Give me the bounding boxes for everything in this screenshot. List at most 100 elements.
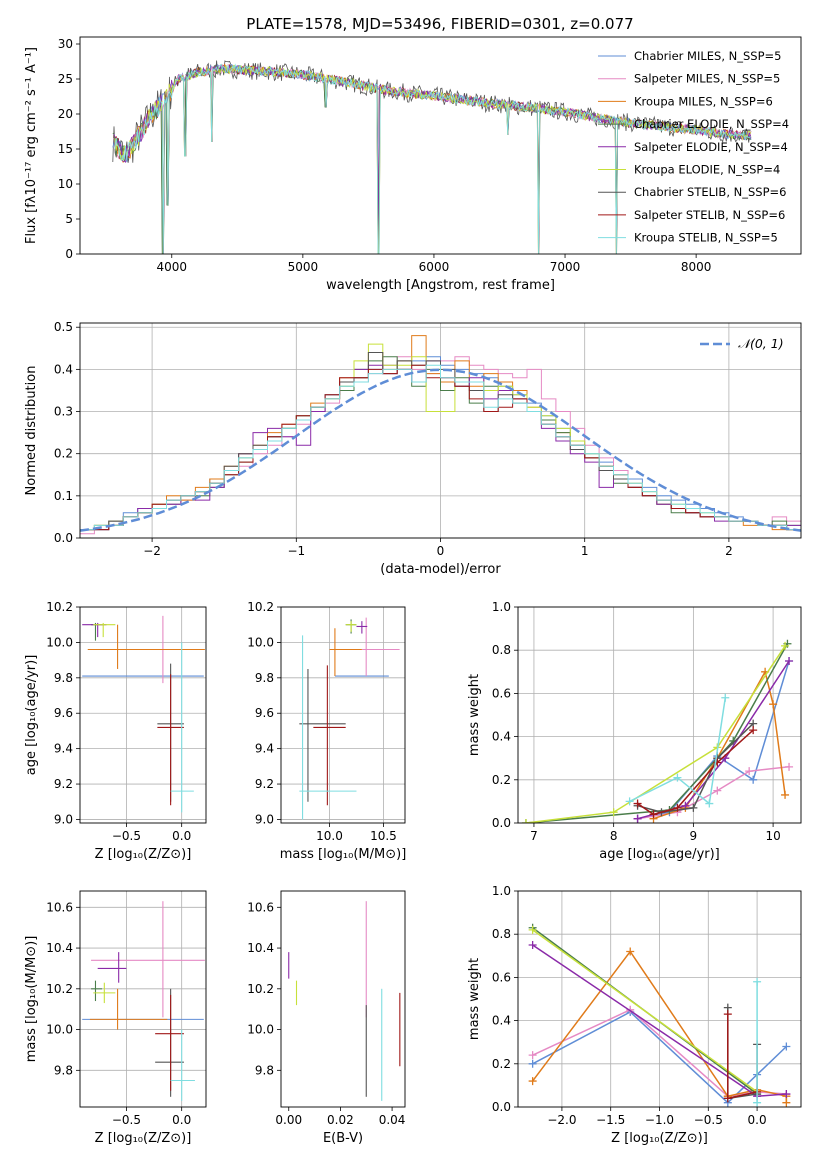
weight-point-marker (745, 767, 754, 776)
weight_vs_Z-xtick-label: −2.0 (547, 1113, 576, 1127)
weight_vs_age-ytick-label: 1.0 (492, 600, 511, 614)
mass_vs_ebv-ytick-label: 10.6 (247, 900, 274, 914)
mass_vs_Z-ytick-label: 9.8 (54, 1063, 73, 1077)
weight-point-marker (528, 1051, 537, 1060)
weight_vs_Z-frame (517, 890, 802, 1108)
weight-point-marker (785, 762, 794, 771)
spectrum-xtick-label: 6000 (419, 260, 450, 274)
weight-point-marker (528, 925, 537, 934)
age_vs_mass-xtick-label: 10.5 (370, 829, 397, 843)
legend-label: Kroupa ELODIE, N_SSP=4 (634, 163, 780, 177)
mass_vs_ebv-ytick-label: 10.0 (247, 1023, 274, 1037)
weight_vs_age-ytick-label: 0.6 (492, 686, 511, 700)
mass_vs_Z-ylabel: mass [log₁₀(M/M⊙)] (24, 936, 39, 1063)
mass_vs_ebv-plot-area (288, 901, 401, 1101)
legend-label: Salpeter STELIB, N_SSP=6 (634, 208, 785, 222)
weight_vs_age-axes: 7 8 9 10 0.0 0.2 0.4 0.6 0.8 1.0 age [log₁₀(age/yr… (467, 600, 802, 862)
residuals-ytick-label: 0.4 (54, 362, 73, 376)
weight-point-marker (769, 700, 778, 709)
mass_vs_ebv-axes: 0.00 0.02 0.04 9.8 10.0 10.2 10.4 10.6 E(B-V) (247, 890, 406, 1146)
weight-series-line (629, 697, 727, 806)
age_vs_Z-plot-area (82, 615, 205, 813)
spectrum-axes: 4000 5000 6000 7000 8000 0 5 10 15 20 25 30 waveleng… (24, 36, 802, 293)
weight-point-marker (713, 786, 722, 795)
weight_vs_Z-axes: −2.0 −1.5 −1.0 −0.5 0.0 0.0 0.2 0.4 0.6 0.8 1.0 Z [… (467, 884, 802, 1146)
weight-point-marker (633, 814, 642, 823)
age_vs_mass-xlabel: mass [log₁₀(M/M⊙)] (280, 847, 407, 862)
spectrum-plot-area (112, 60, 752, 254)
weight-point-marker (781, 790, 790, 799)
spectrum-xtick-label: 8000 (681, 260, 712, 274)
mass_vs_Z-plot-area (82, 901, 205, 1101)
age_vs_Z-xlabel: Z [log₁₀(Z/Z⊙)] (95, 847, 192, 862)
legend-label: Chabrier MILES, N_SSP=5 (634, 49, 781, 63)
age_vs_Z-xtick-label: −0.5 (112, 829, 141, 843)
legend-label: Kroupa MILES, N_SSP=6 (634, 94, 773, 108)
spectrum-ytick-label: 20 (58, 107, 73, 121)
histogram-series-line (80, 364, 801, 531)
weight-series-line (637, 660, 790, 820)
legend-label: Chabrier ELODIE, N_SSP=4 (634, 117, 789, 131)
chart-layer: 4000 5000 6000 7000 8000051015202530waveleng… (24, 36, 802, 1146)
residuals-xtick-label: 0 (437, 544, 445, 558)
residuals-ytick-label: 0.1 (54, 489, 73, 503)
weight_vs_age-xlabel: age [log₁₀(age/yr)] (599, 847, 720, 862)
mass_vs_Z-xtick-label: 0.0 (172, 1113, 191, 1127)
age_vs_mass-ytick-label: 10.2 (247, 600, 274, 614)
weight-point-marker (633, 799, 642, 808)
weight-point-marker (753, 977, 762, 986)
weight-point-marker (625, 797, 634, 806)
weight_vs_age-ytick-label: 0.2 (492, 773, 511, 787)
age_vs_mass-axes: 10.0 10.5 9.0 9.2 9.4 9.6 9.8 10.0 10.2 mass [log… (247, 600, 406, 862)
weight_vs_Z-xtick-label: −1.5 (596, 1113, 625, 1127)
weight_vs_age-ytick-label: 0.8 (492, 643, 511, 657)
normal-curve-line (80, 368, 801, 532)
spectrum-xlabel: wavelength [Angstrom, rest frame] (326, 278, 555, 293)
spectrum-ytick-label: 10 (58, 177, 73, 191)
age_vs_mass-frame (280, 606, 406, 824)
weight-series-line (525, 643, 789, 823)
weight-point-marker (721, 693, 730, 702)
residuals-plot-area (80, 335, 801, 535)
spectrum-xtick-label: 4000 (156, 260, 187, 274)
age_vs_mass-ytick-label: 9.2 (255, 777, 274, 791)
weight-point-marker (705, 799, 714, 808)
age_vs_mass-ytick-label: 9.8 (255, 671, 274, 685)
weight-point-marker (723, 1094, 732, 1103)
weight-point-marker (689, 803, 698, 812)
weight_vs_age-xtick-label: 8 (610, 829, 618, 843)
mass_vs_Z-ytick-label: 10.4 (46, 941, 73, 955)
mass_vs_ebv-frame (280, 890, 406, 1108)
age_vs_Z-frame (79, 606, 207, 824)
spectrum-frame (79, 36, 802, 255)
weight-series-line (532, 929, 758, 1093)
mass_vs_ebv-xlabel: E(B-V) (323, 1131, 363, 1146)
weight_vs_age-ytick-label: 0.4 (492, 730, 511, 744)
spectrum-ytick-label: 5 (65, 212, 73, 226)
mass_vs_ebv-xtick-label: 0.04 (379, 1113, 406, 1127)
residuals-ytick-label: 0.0 (54, 531, 73, 545)
weight-point-marker (782, 1090, 791, 1099)
age_vs_Z-ytick-label: 9.0 (54, 812, 73, 826)
residuals-frame (79, 322, 802, 539)
residuals-xlabel: (data-model)/error (380, 562, 501, 577)
age_vs_Z-ytick-label: 10.2 (46, 600, 73, 614)
residuals-ytick-label: 0.5 (54, 320, 73, 334)
age_vs_Z-ytick-label: 10.0 (46, 635, 73, 649)
mass_vs_ebv-xtick-label: 0.02 (327, 1113, 354, 1127)
weight-point-marker (782, 1042, 791, 1051)
mass_vs_Z-ytick-label: 10.6 (46, 900, 73, 914)
age_vs_mass-ytick-label: 10.0 (247, 635, 274, 649)
weight_vs_age-xtick-label: 10 (765, 829, 780, 843)
weight-point-marker (723, 1010, 732, 1019)
mass_vs_Z-xlabel: Z [log₁₀(Z/Z⊙)] (95, 1131, 192, 1146)
weight_vs_Z-xlabel: Z [log₁₀(Z/Z⊙)] (611, 1131, 708, 1146)
weight-series-line (637, 660, 790, 820)
residuals-xtick-label: −1 (287, 544, 305, 558)
mass_vs_ebv-xtick-label: 0.00 (275, 1113, 302, 1127)
spectrum-xtick-label: 7000 (550, 260, 581, 274)
weight-point-marker (649, 810, 658, 819)
weight_vs_age-ylabel: mass weight (467, 674, 482, 756)
residuals-xtick-label: −2 (143, 544, 161, 558)
